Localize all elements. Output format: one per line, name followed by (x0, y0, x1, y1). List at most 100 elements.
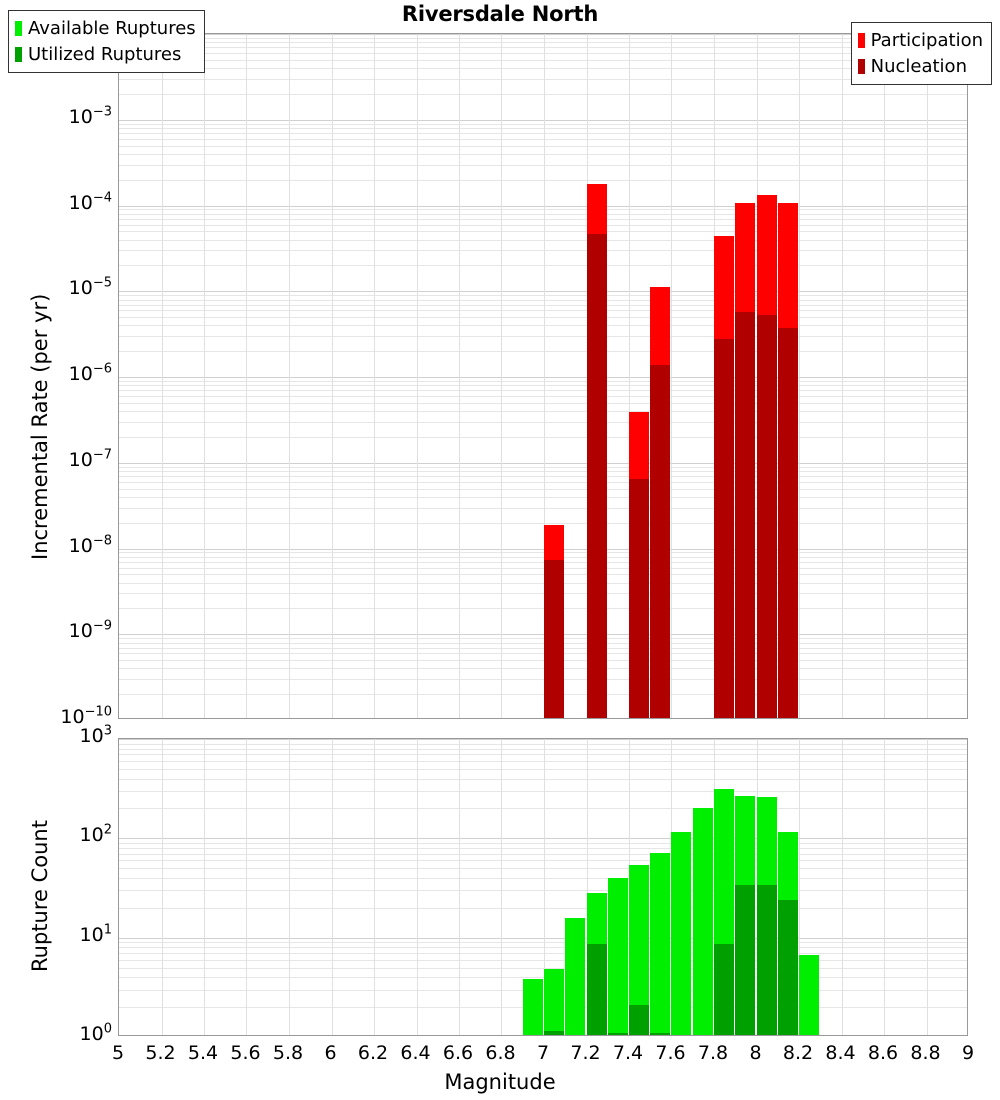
grid-line (119, 471, 967, 472)
grid-line (119, 154, 967, 155)
grid-line (119, 482, 967, 483)
grid-line (119, 295, 967, 296)
grid-line (119, 938, 967, 939)
grid-line (119, 668, 967, 669)
bar-participation (544, 525, 564, 718)
bar-participation (714, 236, 734, 718)
grid-line (119, 608, 967, 609)
bar-nucleation (587, 234, 607, 718)
grid-line (119, 568, 967, 569)
grid-line (119, 396, 967, 397)
grid-line (119, 146, 967, 147)
grid-line (119, 848, 967, 849)
grid-line (119, 34, 967, 35)
grid-line (289, 739, 290, 1035)
x-tick-label: 5.4 (187, 1042, 219, 1064)
grid-line (374, 739, 375, 1035)
grid-line (119, 310, 967, 311)
bar-utilized-ruptures (608, 1033, 628, 1035)
grid-line (119, 265, 967, 266)
bar-available-ruptures (650, 853, 670, 1035)
legend-swatch-icon (857, 58, 865, 74)
bar-utilized-ruptures (587, 944, 607, 1035)
legend-label: Nucleation (870, 55, 967, 77)
bar-participation (629, 412, 649, 718)
x-tick-label: 6.6 (442, 1042, 474, 1064)
incremental-rate-plot (118, 33, 968, 719)
bar-utilized-ruptures (714, 944, 734, 1035)
x-tick-label: 5 (111, 1042, 125, 1064)
grid-line (119, 860, 967, 861)
grid-line (799, 34, 800, 718)
grid-line (119, 377, 967, 378)
grid-line (119, 942, 967, 943)
x-tick-label: 8.4 (825, 1042, 856, 1064)
grid-line (119, 593, 967, 594)
x-tick-label: 5.2 (145, 1042, 176, 1064)
grid-line (119, 437, 967, 438)
bar-nucleation (735, 312, 755, 718)
grid-line (119, 47, 967, 48)
bar-participation (778, 203, 798, 718)
grid-line (119, 422, 967, 423)
grid-line (629, 34, 630, 718)
grid-line (119, 990, 967, 991)
bar-participation (587, 184, 607, 718)
y-tick-label: 10−8 (68, 533, 112, 557)
grid-line (119, 1007, 967, 1008)
grid-line (119, 968, 967, 969)
grid-line (119, 744, 967, 745)
grid-line (119, 219, 967, 220)
bar-participation (757, 195, 777, 718)
bar-nucleation (650, 365, 670, 718)
grid-line (119, 749, 967, 750)
grid-line (119, 133, 967, 134)
grid-line (119, 562, 967, 563)
x-tick-label: 6.2 (357, 1042, 389, 1064)
grid-line (119, 300, 967, 301)
grid-line (119, 769, 967, 770)
legend-label: Participation (870, 30, 983, 51)
grid-line (119, 79, 967, 80)
grid-line (119, 557, 967, 558)
grid-line (119, 953, 967, 954)
y-tick-label: 10−4 (68, 190, 112, 214)
grid-line (119, 317, 967, 318)
x-tick-label: 5.8 (272, 1042, 304, 1064)
page-title: Riversdale North (401, 2, 599, 26)
x-tick-label: 6 (324, 1042, 337, 1064)
grid-line (671, 34, 672, 718)
grid-line (119, 523, 967, 524)
bar-utilized-ruptures (757, 885, 777, 1035)
grid-line (119, 643, 967, 644)
legend-item: Nucleation (857, 54, 983, 80)
x-tick-label: 9 (961, 1042, 975, 1064)
bar-available-ruptures (523, 979, 543, 1035)
bar-nucleation (778, 328, 798, 718)
y-tick-label: 10−6 (68, 361, 112, 385)
legend-label: Available Ruptures (28, 18, 196, 39)
grid-line (289, 34, 290, 718)
y-tick-label: 101 (79, 922, 112, 946)
bar-available-ruptures (799, 955, 819, 1035)
grid-line (119, 552, 967, 553)
grid-line (374, 34, 375, 718)
grid-line (544, 34, 545, 718)
grid-line (119, 390, 967, 391)
grid-line (119, 42, 967, 43)
bar-utilized-ruptures (544, 1031, 564, 1035)
legend-item: Participation (857, 28, 983, 54)
grid-line (119, 694, 967, 695)
bar-utilized-ruptures (735, 885, 755, 1035)
grid-line (119, 754, 967, 755)
bar-available-ruptures (587, 893, 607, 1035)
grid-line (332, 739, 333, 1035)
x-tick-label: 7.4 (612, 1042, 644, 1064)
grid-line (417, 739, 418, 1035)
bar-participation (735, 203, 755, 718)
grid-line (119, 868, 967, 869)
bar-available-ruptures (778, 832, 798, 1035)
y-tick-label: 10−9 (68, 618, 112, 643)
grid-line (119, 124, 967, 125)
grid-line (119, 574, 967, 575)
